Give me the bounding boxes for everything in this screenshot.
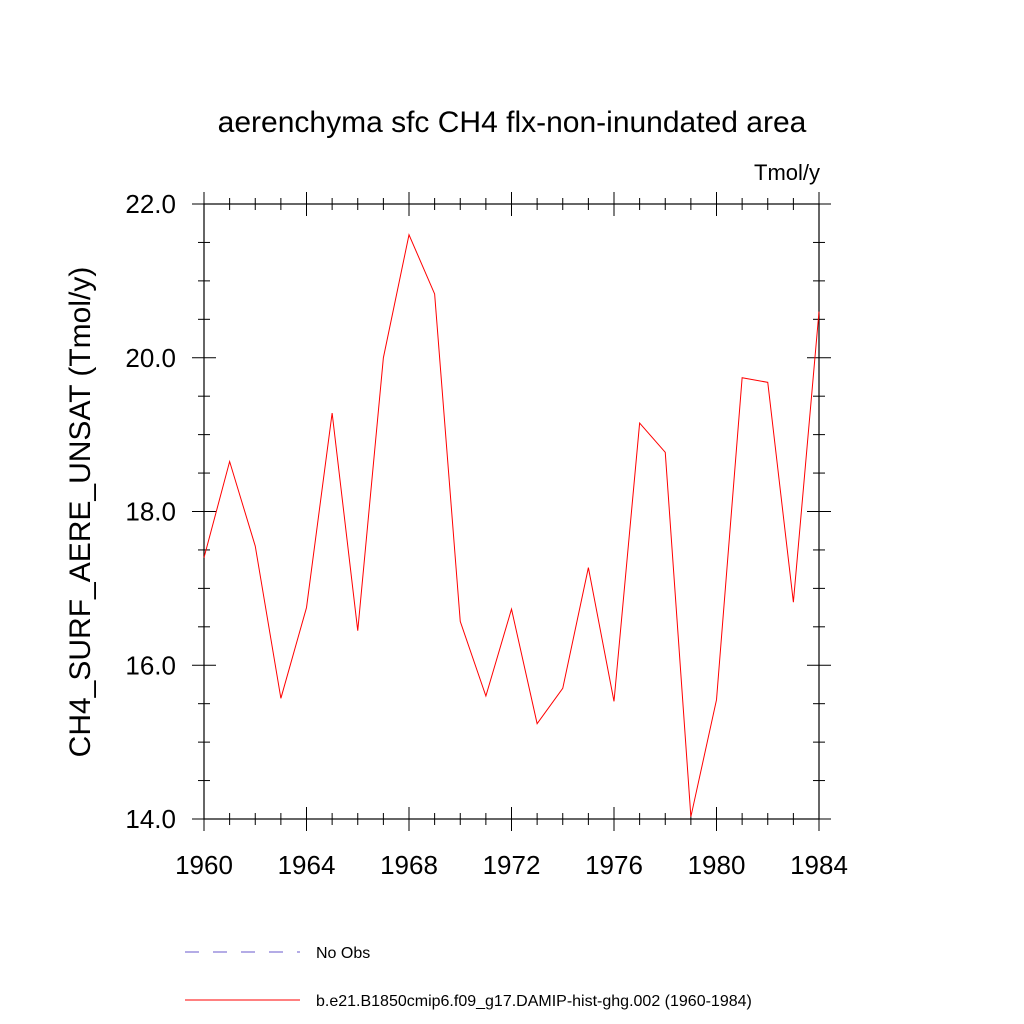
x-tick-label: 1968 (380, 850, 438, 880)
y-axis-label: CH4_SURF_AERE_UNSAT (Tmol/y) (64, 267, 97, 758)
x-tick-label: 1960 (175, 850, 233, 880)
legend-label: b.e21.B1850cmip6.f09_g17.DAMIP-hist-ghg.… (316, 993, 752, 1010)
legend-label: No Obs (316, 945, 370, 962)
y-tick-label: 22.0 (125, 189, 176, 219)
tick-labels: 1960 1964 1968 1972 1976 1980 1984 14.0 16.0 18.0… (125, 189, 848, 880)
chart-title: aerenchyma sfc CH4 flx-non-inundated are… (218, 106, 807, 139)
y-tick-label: 16.0 (125, 650, 176, 680)
x-tick-label: 1972 (483, 850, 541, 880)
series-layer (203, 233, 820, 817)
legend: No Obs b.e21.B1850cmip6.f09_g17.DAMIP-his… (185, 945, 752, 1010)
y-tick-label: 18.0 (125, 497, 176, 527)
plot-frame (203, 203, 820, 820)
y-tick-label: 20.0 (125, 343, 176, 373)
x-tick-label: 1980 (688, 850, 746, 880)
y-tick-label: 14.0 (125, 804, 176, 834)
x-tick-label: 1964 (278, 850, 336, 880)
series-line (203, 233, 820, 817)
units-label: Tmol/y (754, 160, 820, 185)
x-tick-label: 1976 (585, 850, 643, 880)
axis-ticks (192, 192, 831, 831)
x-tick-label: 1984 (790, 850, 848, 880)
